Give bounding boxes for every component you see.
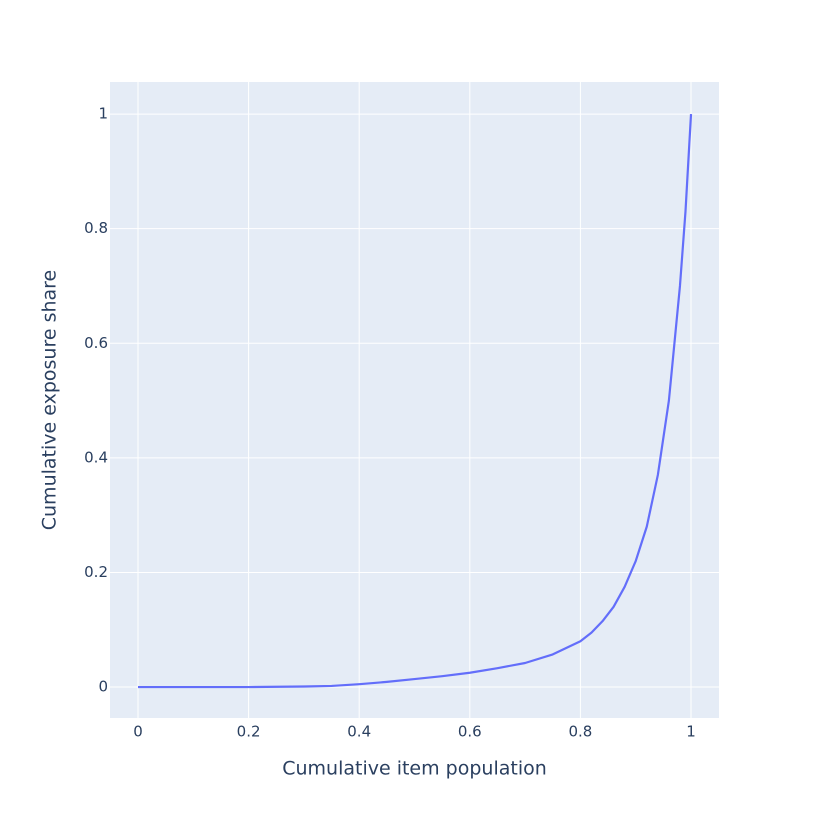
- y-axis-title: Cumulative exposure share: [39, 270, 61, 531]
- x-tick-label: 1: [686, 723, 696, 741]
- line: [137, 114, 693, 689]
- y-tick-label: 0.2: [84, 563, 108, 581]
- y-tick-label: 0: [98, 678, 108, 696]
- x-tick-label: 0.8: [568, 723, 592, 741]
- y-tick-label: 0.6: [84, 334, 108, 352]
- y-tick-label: 1: [98, 105, 108, 123]
- x-axis-title: Cumulative item population: [282, 758, 547, 780]
- y-tick-label: 0.4: [84, 448, 108, 466]
- x-tick-label: 0.6: [458, 723, 482, 741]
- x-tick-label: 0: [133, 723, 143, 741]
- x-tick-label: 0.4: [347, 723, 371, 741]
- y-tick-label: 0.8: [84, 219, 108, 237]
- x-tick-label: 0.2: [237, 723, 261, 741]
- plot-area: [110, 82, 719, 718]
